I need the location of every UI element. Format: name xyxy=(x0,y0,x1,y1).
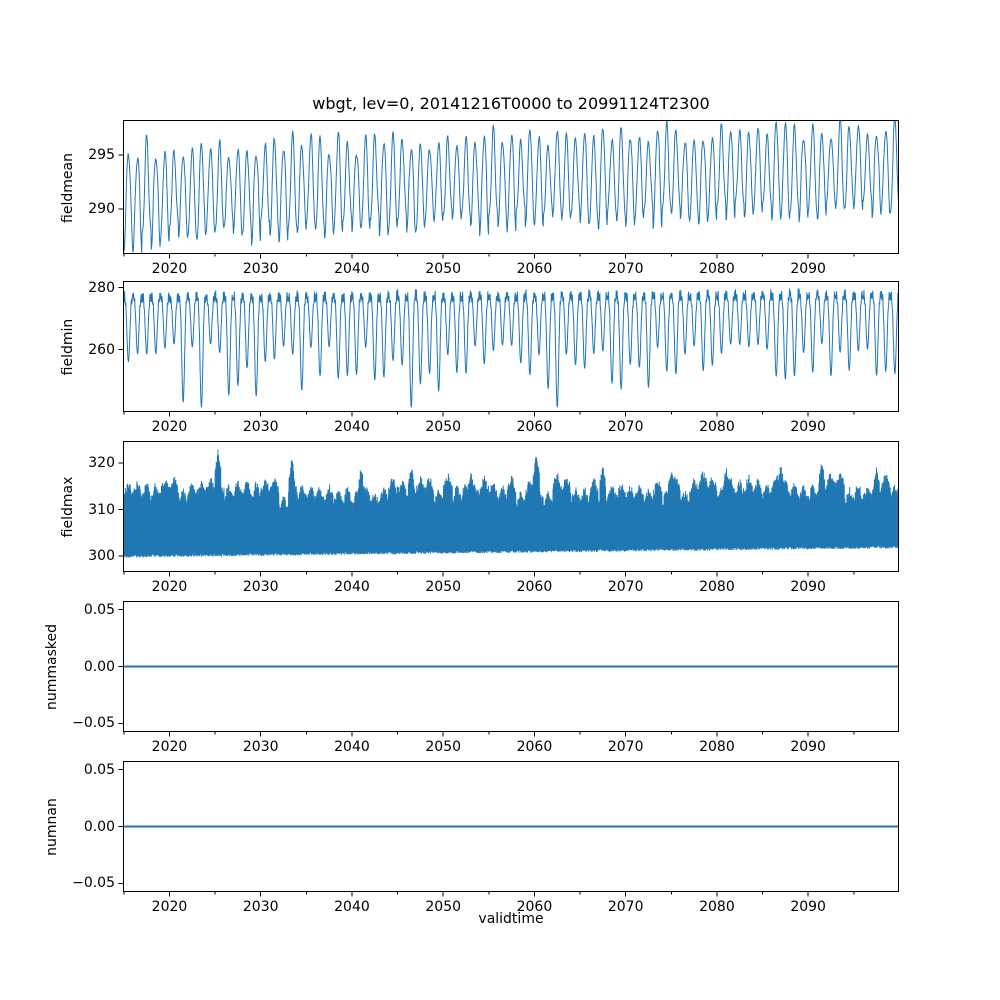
x-tick-label: 2090 xyxy=(790,419,826,435)
y-tick-label: 0.05 xyxy=(83,761,115,778)
x-tick-label: 2080 xyxy=(699,579,735,595)
series-line-fieldmean xyxy=(123,120,899,254)
x-tick-label: 2050 xyxy=(425,739,462,755)
y-tick-label: 0.00 xyxy=(83,818,115,835)
x-tick-label: 2070 xyxy=(607,419,644,435)
x-tick-label: 2050 xyxy=(425,899,462,915)
subplot-fieldmin-canvas xyxy=(118,281,899,417)
plot-frame xyxy=(123,441,899,572)
plot-frame xyxy=(123,281,899,412)
x-tick-label: 2060 xyxy=(516,579,553,595)
x-tick-label: 2090 xyxy=(790,739,826,755)
x-tick-label: 2020 xyxy=(151,261,188,277)
x-tick-label: 2040 xyxy=(334,899,370,915)
subplot-nummasked-canvas xyxy=(118,601,899,737)
y-tick-label: 295 xyxy=(88,147,115,164)
x-tick-label: 2030 xyxy=(242,579,279,595)
y-tick-label: 320 xyxy=(88,455,115,472)
series-line-fieldmax xyxy=(123,449,899,558)
y-axis-label-numnan: numnan xyxy=(44,798,60,856)
y-tick-label: 260 xyxy=(88,341,115,358)
x-tick-label: 2080 xyxy=(699,739,735,755)
x-tick-label: 2050 xyxy=(425,579,462,595)
series-line-fieldmin xyxy=(123,288,899,409)
x-tick-label: 2020 xyxy=(151,739,188,755)
x-tick-label: 2080 xyxy=(699,261,735,277)
x-axis-label: validtime xyxy=(478,911,544,927)
x-tick-label: 2020 xyxy=(151,579,188,595)
y-axis-label-fieldmax: fieldmax xyxy=(60,476,77,538)
x-tick-label: 2070 xyxy=(607,579,644,595)
x-tick-label: 2060 xyxy=(516,739,553,755)
x-tick-label: 2070 xyxy=(607,261,644,277)
x-tick-label: 2040 xyxy=(334,739,370,755)
y-tick-label: −0.05 xyxy=(72,715,115,732)
x-tick-label: 2040 xyxy=(334,579,370,595)
figure-title: wbgt, lev=0, 20141216T0000 to 20991124T2… xyxy=(312,94,710,113)
x-tick-label: 2090 xyxy=(790,579,826,595)
x-tick-label: 2030 xyxy=(242,899,279,915)
x-tick-label: 2070 xyxy=(607,739,644,755)
x-tick-label: 2080 xyxy=(699,899,735,915)
x-tick-label: 2060 xyxy=(516,261,553,277)
x-tick-label: 2060 xyxy=(516,899,553,915)
y-tick-label: −0.05 xyxy=(72,875,115,892)
x-tick-label: 2070 xyxy=(607,899,644,915)
x-tick-label: 2090 xyxy=(790,261,826,277)
x-tick-label: 2030 xyxy=(242,739,279,755)
y-tick-label: 290 xyxy=(88,201,115,218)
y-tick-label: 0.05 xyxy=(83,601,115,618)
y-tick-label: 310 xyxy=(88,501,115,518)
x-tick-label: 2040 xyxy=(334,261,370,277)
x-tick-label: 2050 xyxy=(425,261,462,277)
x-tick-label: 2060 xyxy=(516,419,553,435)
x-tick-label: 2030 xyxy=(242,261,279,277)
subplot-fieldmean-canvas xyxy=(118,120,899,259)
subplot-fieldmax-canvas xyxy=(118,441,899,577)
x-tick-label: 2040 xyxy=(334,419,370,435)
x-tick-label: 2020 xyxy=(151,419,188,435)
subplot-numnan-canvas xyxy=(118,761,899,897)
x-tick-label: 2020 xyxy=(151,899,188,915)
x-tick-label: 2090 xyxy=(790,899,826,915)
y-tick-label: 0.00 xyxy=(83,658,115,675)
y-tick-label: 280 xyxy=(88,279,115,296)
y-tick-label: 300 xyxy=(88,547,115,564)
plot-frame xyxy=(123,120,899,254)
x-tick-label: 2030 xyxy=(242,419,279,435)
x-tick-label: 2050 xyxy=(425,419,462,435)
x-tick-label: 2080 xyxy=(699,419,735,435)
